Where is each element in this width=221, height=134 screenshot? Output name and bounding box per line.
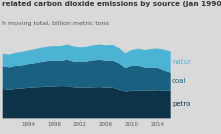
Text: h moving total, billion metric tons: h moving total, billion metric tons	[2, 21, 109, 26]
Text: coal: coal	[172, 78, 187, 84]
Text: related carbon dioxide emissions by source (Jan 1990 - Jun 2016): related carbon dioxide emissions by sour…	[2, 1, 221, 7]
Text: natur: natur	[172, 59, 191, 64]
Text: petro: petro	[172, 101, 191, 107]
